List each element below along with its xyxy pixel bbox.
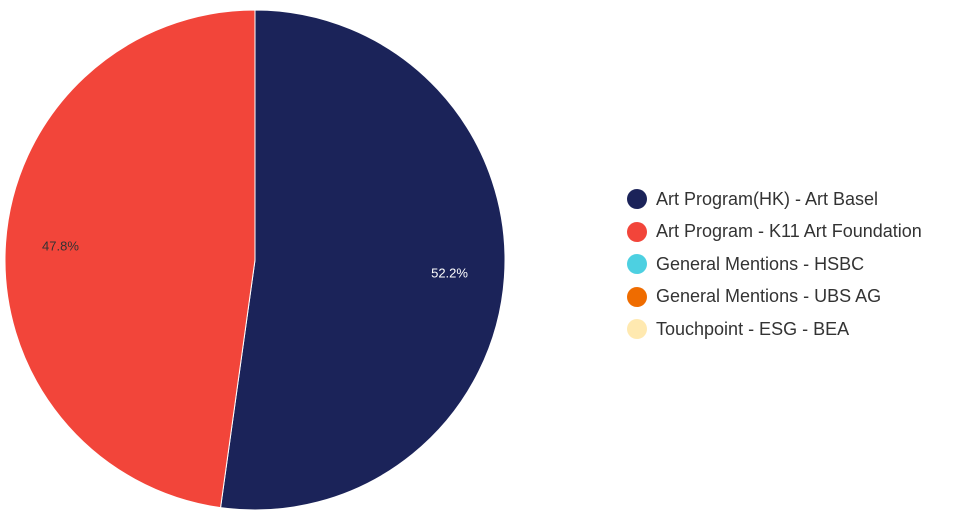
legend-swatch	[627, 319, 647, 340]
legend-item-hsbc[interactable]: General Mentions - HSBC	[627, 248, 922, 281]
legend-item-bea[interactable]: Touchpoint - ESG - BEA	[627, 313, 922, 346]
legend-label: General Mentions - HSBC	[656, 253, 865, 274]
slice-label-1: 47.8%	[42, 239, 79, 254]
slice-label-0: 52.2%	[431, 265, 468, 280]
legend-swatch	[627, 254, 647, 275]
legend-item-k11[interactable]: Art Program - K11 Art Foundation	[627, 216, 922, 249]
legend-swatch	[627, 286, 647, 307]
legend-label: General Mentions - UBS AG	[656, 286, 882, 307]
legend-label: Art Program - K11 Art Foundation	[656, 221, 922, 242]
legend-swatch	[627, 221, 647, 242]
pie-chart: 52.2% 47.8%	[4, 9, 506, 511]
legend-item-art-basel[interactable]: Art Program(HK) - Art Basel	[627, 183, 922, 216]
pie-slice-1[interactable]	[4, 9, 256, 509]
legend-label: Art Program(HK) - Art Basel	[656, 188, 879, 209]
pie-slice-0[interactable]	[219, 9, 506, 511]
legend-swatch	[627, 189, 647, 210]
legend-label: Touchpoint - ESG - BEA	[656, 318, 850, 339]
legend-item-ubs[interactable]: General Mentions - UBS AG	[627, 281, 922, 314]
legend: Art Program(HK) - Art Basel Art Program …	[627, 183, 922, 346]
